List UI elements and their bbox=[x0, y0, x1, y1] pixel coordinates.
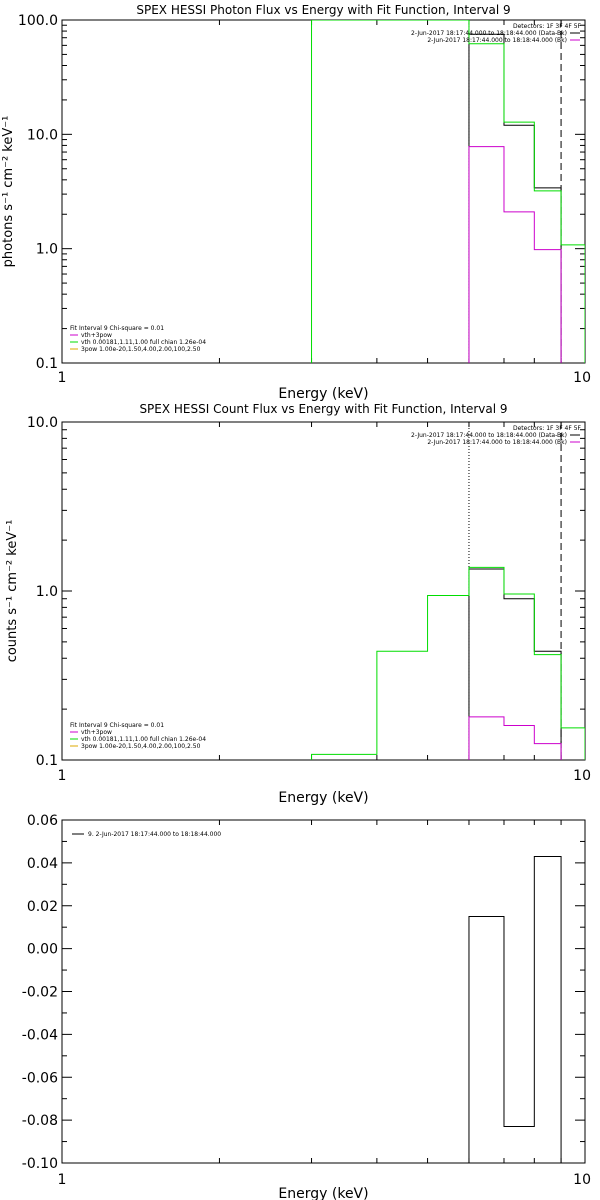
plot-frame bbox=[61, 19, 586, 364]
y-tick-label: -0.02 bbox=[22, 985, 58, 1001]
x-axis-label: Energy (keV) bbox=[278, 790, 368, 806]
legend-label: 2-Jun-2017 18:17:44.000 to 18:18:44.000 … bbox=[427, 37, 567, 44]
legend-header: Detectors: 1F 3F 4F 5F bbox=[513, 23, 582, 30]
y-tick-label: 10.0 bbox=[27, 127, 58, 143]
y-tick-label: 1.0 bbox=[36, 242, 58, 258]
y-tick-label: 0.1 bbox=[36, 356, 58, 372]
x-axis-label: Energy (keV) bbox=[278, 386, 368, 402]
y-tick-label: 0.04 bbox=[27, 856, 58, 872]
x-tick-label: 1 bbox=[58, 370, 67, 386]
data-layer bbox=[311, 20, 585, 363]
plot-frame bbox=[61, 421, 586, 761]
x-tick-label: 1 bbox=[58, 1172, 67, 1188]
x-tick-label: 10 bbox=[573, 768, 591, 784]
fit-legend-label: 3pow 1.00e-20,1.50,4.00,2.00,100,2.50 bbox=[81, 743, 201, 750]
y-tick-label: -0.08 bbox=[22, 1113, 58, 1129]
y-axis-label: counts s⁻¹ cm⁻² keV⁻¹ bbox=[5, 520, 20, 663]
legend-label: 2-Jun-2017 18:17:44.000 to 18:18:44.000 … bbox=[411, 432, 567, 439]
x-tick-label: 10 bbox=[573, 1172, 591, 1188]
y-tick-label: -0.10 bbox=[22, 1156, 58, 1172]
y-tick-label: 0.02 bbox=[27, 899, 58, 915]
legend-label: 9. 2-Jun-2017 18:17:44.000 to 18:18:44.0… bbox=[88, 831, 221, 838]
panel-2: SPEX HESSI Count Flux vs Energy with Fit… bbox=[5, 402, 591, 806]
legend-label: 2-Jun-2017 18:17:44.000 to 18:18:44.000 … bbox=[427, 439, 567, 446]
fit-legend-label: 3pow 1.00e-20,1.50,4.00,2.00,100,2.50 bbox=[81, 346, 201, 353]
y-tick-label: 10.0 bbox=[27, 415, 58, 431]
legend-label: 2-Jun-2017 18:17:44.000 to 18:18:44.000 … bbox=[411, 30, 567, 37]
histogram-series-green bbox=[311, 566, 585, 760]
chart-title: SPEX HESSI Count Flux vs Energy with Fit… bbox=[139, 402, 507, 416]
fit-legend-label: vth+3pow bbox=[81, 729, 112, 736]
legend-header: Detectors: 1F 3F 4F 5F bbox=[513, 425, 582, 432]
fit-legend-label: vth 0.00181,1.11,1.00 full chian 1.26e-0… bbox=[81, 339, 206, 346]
histogram-series-green bbox=[311, 20, 585, 363]
y-tick-label: -0.04 bbox=[22, 1027, 58, 1043]
x-axis-label: Energy (keV) bbox=[278, 1186, 368, 1200]
y-tick-label: 0.06 bbox=[27, 813, 58, 829]
y-tick-label: -0.06 bbox=[22, 1070, 58, 1086]
x-tick-label: 10 bbox=[573, 370, 591, 386]
y-tick-label: 0.1 bbox=[36, 753, 58, 769]
y-tick-label: 100.0 bbox=[18, 13, 58, 29]
y-axis-label: photons s⁻¹ cm⁻² keV⁻¹ bbox=[1, 116, 16, 268]
x-tick-label: 1 bbox=[58, 768, 67, 784]
histogram-series-black bbox=[468, 568, 562, 760]
fit-legend-label: vth+3pow bbox=[81, 332, 112, 339]
panel-3: 1 10 0.06 0.04 0.02 0.00 -0.02 -0.04 -0.06 -0.08 -… bbox=[22, 813, 591, 1200]
histogram-series-black bbox=[468, 33, 562, 363]
fit-legend-header: Fit Interval 9 Chi-square = 0.01 bbox=[70, 722, 164, 729]
histogram-series-magenta bbox=[468, 146, 562, 363]
histogram-series-black bbox=[468, 855, 562, 1163]
data-layer bbox=[311, 422, 585, 760]
y-tick-label: 0.00 bbox=[27, 942, 58, 958]
y-tick-label: 1.0 bbox=[36, 584, 58, 600]
chart-title: SPEX HESSI Photon Flux vs Energy with Fi… bbox=[136, 3, 510, 17]
fit-legend-label: vth 0.00181,1.11,1.00 full chian 1.26e-0… bbox=[81, 736, 206, 743]
histogram-series-magenta bbox=[468, 716, 562, 760]
panel-1: SPEX HESSI Photon Flux vs Energy with Fi… bbox=[1, 3, 591, 402]
data-layer bbox=[468, 855, 562, 1163]
plot-frame bbox=[61, 819, 586, 1164]
fit-legend-header: Fit Interval 9 Chi-square = 0.01 bbox=[70, 325, 164, 332]
